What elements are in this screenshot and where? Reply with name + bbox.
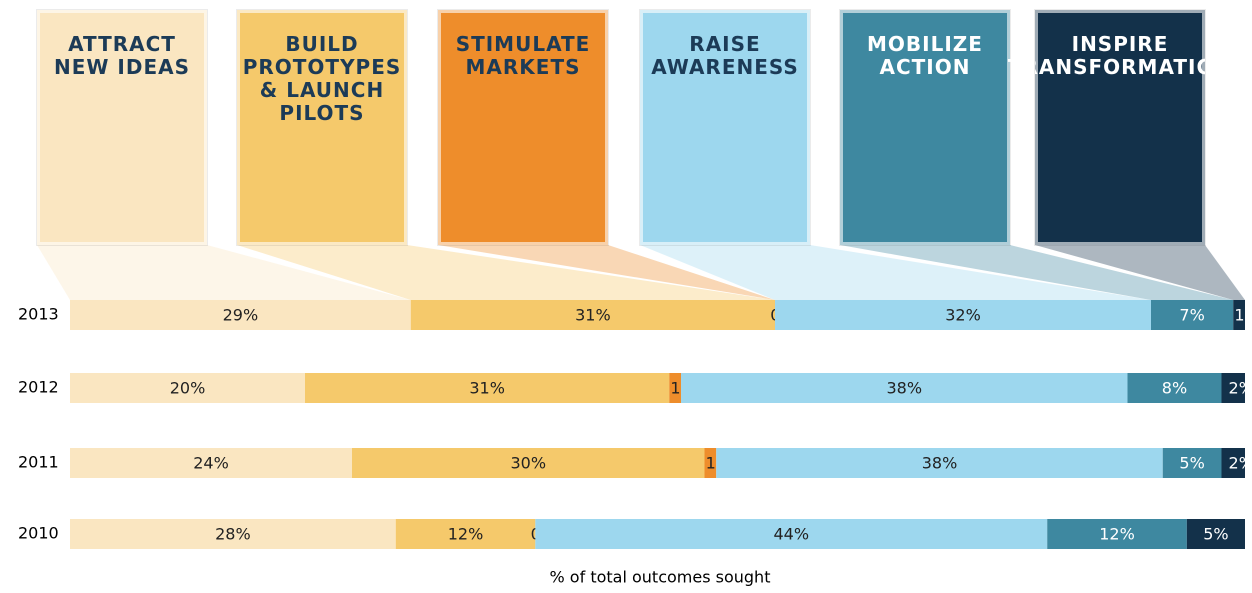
data-label: 31%	[575, 306, 611, 325]
data-label: 30%	[510, 454, 546, 473]
page: % of total outcomes sought 201329%31%0%3…	[0, 0, 1252, 593]
data-label: 29%	[223, 306, 259, 325]
data-label: 12%	[448, 525, 484, 544]
poster: ATTRACT NEW IDEAS	[37, 10, 207, 245]
data-label: 7%	[1179, 306, 1204, 325]
data-label: 44%	[774, 525, 810, 544]
data-label: 38%	[886, 379, 922, 398]
poster: INSPIRE TRANSFORMATION	[1035, 10, 1205, 245]
data-label: 24%	[193, 454, 229, 473]
y-tick-label: 2012	[18, 378, 59, 397]
y-tick-label: 2010	[18, 524, 59, 543]
legend-label: BUILD PROTOTYPES & LAUNCH PILOTS	[243, 33, 402, 125]
data-label: 5%	[1203, 525, 1228, 544]
poster: MOBILIZE ACTION	[840, 10, 1010, 245]
data-label: 8%	[1162, 379, 1187, 398]
poster: STIMULATE MARKETS	[438, 10, 608, 245]
legend-label: MOBILIZE ACTION	[853, 33, 997, 79]
legend-label: ATTRACT NEW IDEAS	[50, 33, 194, 79]
legend-label: INSPIRE TRANSFORMATION	[1008, 33, 1232, 79]
legend-label: RAISE AWARENESS	[651, 33, 799, 79]
data-label: 5%	[1179, 454, 1204, 473]
legend-label: STIMULATE MARKETS	[451, 33, 595, 79]
data-label: 28%	[215, 525, 251, 544]
data-label: 32%	[945, 306, 981, 325]
data-label: 38%	[922, 454, 958, 473]
data-label: 20%	[170, 379, 206, 398]
y-tick-label: 2011	[18, 453, 59, 472]
data-label: 12%	[1099, 525, 1135, 544]
x-axis-label: % of total outcomes sought	[550, 568, 771, 587]
poster: RAISE AWARENESS	[640, 10, 810, 245]
data-label: 1%	[1234, 306, 1252, 325]
poster: BUILD PROTOTYPES & LAUNCH PILOTS	[237, 10, 407, 245]
data-label: 31%	[469, 379, 505, 398]
y-tick-label: 2013	[18, 305, 59, 324]
data-label: 2%	[1229, 454, 1252, 473]
data-label: 2%	[1229, 379, 1252, 398]
